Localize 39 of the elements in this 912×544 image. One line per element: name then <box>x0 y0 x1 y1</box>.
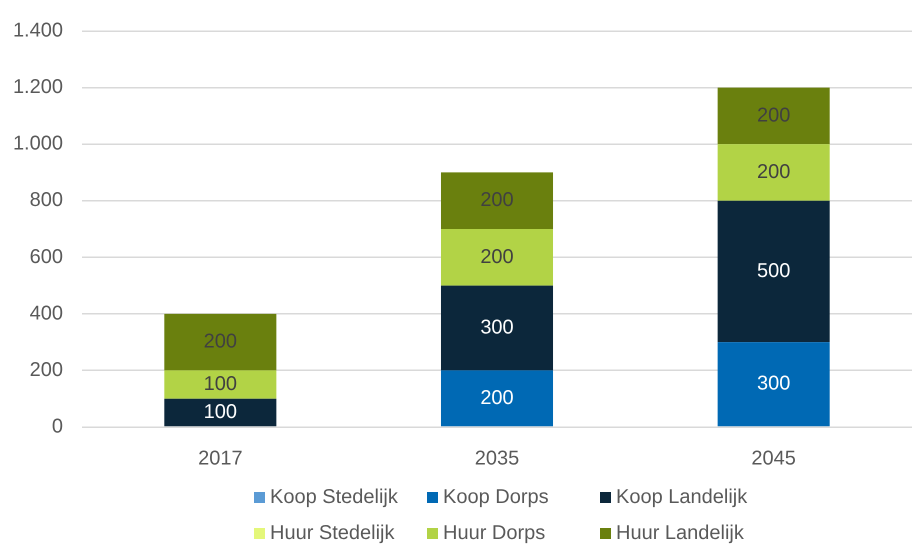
data-label: 200 <box>480 189 514 212</box>
y-tick-label: 1.200 <box>12 76 63 98</box>
bar <box>718 88 830 144</box>
bar <box>440 286 554 370</box>
y-tick-label: 200 <box>30 358 63 381</box>
data-label: 100 <box>204 401 238 423</box>
legend-label: Koop Landelijk <box>616 486 748 508</box>
data-label: 300 <box>756 372 790 395</box>
bar <box>164 314 276 370</box>
bar <box>440 172 554 229</box>
x-tick-label: 2035 <box>474 448 520 470</box>
legend-label: Huur Stedelijk <box>270 522 395 544</box>
data-label: 200 <box>756 160 790 183</box>
y-tick-label: 400 <box>30 302 63 324</box>
bar <box>164 398 276 426</box>
bar <box>164 370 276 399</box>
y-tick-label: 600 <box>30 246 63 268</box>
data-label: 200 <box>480 386 514 409</box>
x-tick-label: 2045 <box>751 448 796 470</box>
legend-label: Huur Dorps <box>443 522 546 544</box>
bar <box>718 144 830 201</box>
y-tick-label: 0 <box>52 416 63 438</box>
data-label: 500 <box>756 260 790 282</box>
bar <box>718 342 830 426</box>
legend-label: Huur Landelijk <box>616 522 744 544</box>
data-label: 200 <box>756 104 790 126</box>
data-label: 200 <box>204 330 238 353</box>
legend-label: Koop Stedelijk <box>270 486 398 508</box>
bar <box>440 370 554 426</box>
data-label: 100 <box>204 373 238 396</box>
y-tick-label: 1.000 <box>12 132 63 155</box>
data-label: 200 <box>480 246 514 268</box>
legend-label: Koop Dorps <box>443 486 549 508</box>
y-tick-label: 800 <box>30 189 63 212</box>
data-label: 300 <box>480 316 514 339</box>
bar <box>718 200 830 342</box>
bar <box>440 229 554 286</box>
y-tick-label: 1.400 <box>12 20 63 42</box>
x-tick-label: 2017 <box>198 448 243 470</box>
